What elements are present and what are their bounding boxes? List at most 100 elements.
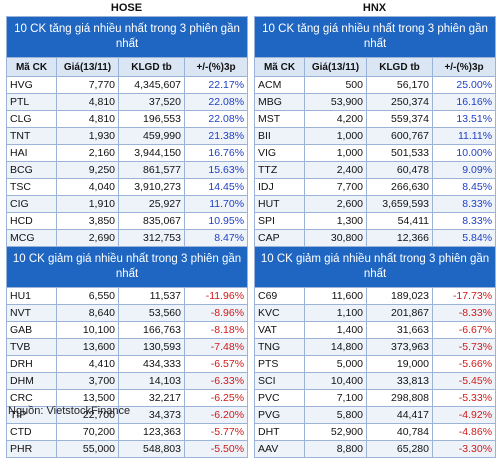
price-cell: 2,690 [56, 229, 119, 247]
stock-code: CAP [254, 229, 305, 247]
stock-code: KVC [254, 304, 305, 322]
volume-cell: 501,533 [366, 144, 433, 162]
volume-cell: 600,767 [366, 127, 433, 145]
stock-code: VAT [254, 321, 305, 339]
table-row: MCG 2,690 312,753 8.47% [6, 229, 249, 247]
price-cell: 1,000 [304, 127, 367, 145]
volume-cell: 250,374 [366, 93, 433, 111]
price-cell: 8,640 [56, 304, 119, 322]
stock-code: NVT [6, 304, 57, 322]
hnx-losers-title: 10 CK giảm giá nhiều nhất trong 3 phiên … [253, 246, 497, 288]
hnx-losers-title-row: 10 CK giảm giá nhiều nhất trong 3 phiên … [253, 246, 497, 288]
change-cell: 11.70% [183, 195, 249, 213]
volume-cell: 434,333 [118, 355, 185, 373]
price-cell: 1,300 [304, 212, 367, 230]
change-cell: 8.33% [431, 212, 497, 230]
stock-code: VIG [254, 144, 305, 162]
change-cell: -17.73% [431, 287, 497, 305]
table-row: BCG 9,250 861,577 15.63% [6, 161, 249, 179]
price-cell: 5,800 [304, 406, 367, 424]
table-row: AAV 8,800 65,280 -3.30% [254, 440, 497, 458]
table-row: DHM 3,700 14,103 -6.33% [6, 372, 249, 390]
change-cell: -5.66% [431, 355, 497, 373]
change-cell: 22.08% [183, 110, 249, 128]
price-cell: 10,400 [304, 372, 367, 390]
change-cell: 9.09% [431, 161, 497, 179]
change-cell: -4.86% [431, 423, 497, 441]
hnx-column-header: Giá(13/11) [304, 57, 367, 77]
volume-cell: 130,593 [118, 338, 185, 356]
hose-gainers-title-row: 10 CK tăng giá nhiều nhất trong 3 phiên … [5, 16, 249, 58]
volume-cell: 861,577 [118, 161, 185, 179]
table-row: PTL 4,810 37,520 22.08% [6, 93, 249, 111]
table-row: TNG 14,800 373,963 -5.73% [254, 338, 497, 356]
table-row: TVB 13,600 130,593 -7.48% [6, 338, 249, 356]
volume-cell: 33,813 [366, 372, 433, 390]
price-cell: 9,250 [56, 161, 119, 179]
table-row: TTZ 2,400 60,478 9.09% [254, 161, 497, 179]
stock-code: IDJ [254, 178, 305, 196]
stock-code: CIG [6, 195, 57, 213]
hose-column-header: Mã CK [6, 57, 57, 77]
table-row: BII 1,000 600,767 11.11% [254, 127, 497, 145]
price-cell: 4,200 [304, 110, 367, 128]
volume-cell: 19,000 [366, 355, 433, 373]
change-cell: -6.33% [183, 372, 249, 390]
price-cell: 53,900 [304, 93, 367, 111]
volume-cell: 166,763 [118, 321, 185, 339]
table-row: VAT 1,400 31,663 -6.67% [254, 321, 497, 339]
volume-cell: 32,217 [118, 389, 185, 407]
change-cell: -8.96% [183, 304, 249, 322]
hnx-column-header: +/-(%)3p [431, 57, 497, 77]
price-cell: 13,500 [56, 389, 119, 407]
change-cell: -5.45% [431, 372, 497, 390]
price-cell: 22,700 [56, 406, 119, 424]
hose-gainers: 10 CK tăng giá nhiều nhất trong 3 phiên … [5, 16, 249, 247]
stock-code: TTZ [254, 161, 305, 179]
stock-code: CLG [6, 110, 57, 128]
hnx-table: 10 CK tăng giá nhiều nhất trong 3 phiên … [253, 16, 497, 458]
change-cell: -8.33% [431, 304, 497, 322]
change-cell: 22.08% [183, 93, 249, 111]
volume-cell: 60,478 [366, 161, 433, 179]
change-cell: 8.33% [431, 195, 497, 213]
table-row: TIP 22,700 34,373 -6.20% [6, 406, 249, 424]
stock-code: MCG [6, 229, 57, 247]
table-row: HCD 3,850 835,067 10.95% [6, 212, 249, 230]
stock-code: TNG [254, 338, 305, 356]
table-row: PVG 5,800 44,417 -4.92% [254, 406, 497, 424]
price-cell: 13,600 [56, 338, 119, 356]
change-cell: 21.38% [183, 127, 249, 145]
stock-code: GAB [6, 321, 57, 339]
table-row: CLG 4,810 196,553 22.08% [6, 110, 249, 128]
change-cell: 16.16% [431, 93, 497, 111]
change-cell: -6.20% [183, 406, 249, 424]
change-cell: -6.67% [431, 321, 497, 339]
volume-cell: 12,366 [366, 229, 433, 247]
table-row: CIG 1,910 25,927 11.70% [6, 195, 249, 213]
table-row: MBG 53,900 250,374 16.16% [254, 93, 497, 111]
hose-table: 10 CK tăng giá nhiều nhất trong 3 phiên … [5, 16, 249, 458]
stock-code: TSC [6, 178, 57, 196]
stock-code: HU1 [6, 287, 57, 305]
change-cell: 25.00% [431, 76, 497, 94]
hose-column-header: +/-(%)3p [183, 57, 249, 77]
table-row: KVC 1,100 201,867 -8.33% [254, 304, 497, 322]
change-cell: 10.00% [431, 144, 497, 162]
price-cell: 7,770 [56, 76, 119, 94]
stock-code: CRC [6, 389, 57, 407]
stock-code: ACM [254, 76, 305, 94]
price-cell: 2,600 [304, 195, 367, 213]
price-cell: 5,000 [304, 355, 367, 373]
stock-code: HUT [254, 195, 305, 213]
table-row: TSC 4,040 3,910,273 14.45% [6, 178, 249, 196]
hose-losers-title-row: 10 CK giảm giá nhiều nhất trong 3 phiên … [5, 246, 249, 288]
stock-code: PTL [6, 93, 57, 111]
stock-code: BII [254, 127, 305, 145]
change-cell: 14.45% [183, 178, 249, 196]
change-cell: -4.92% [431, 406, 497, 424]
stock-code: TNT [6, 127, 57, 145]
table-row: NVT 8,640 53,560 -8.96% [6, 304, 249, 322]
stock-code: PVC [254, 389, 305, 407]
volume-cell: 3,910,273 [118, 178, 185, 196]
